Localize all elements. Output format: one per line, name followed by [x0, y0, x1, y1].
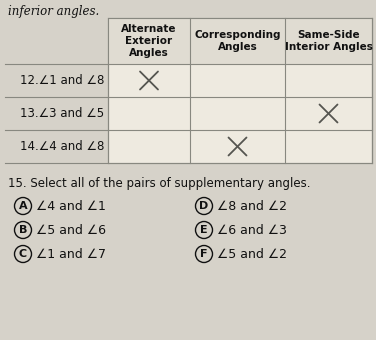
Text: 14.∠4 and ∠8: 14.∠4 and ∠8 — [20, 140, 104, 153]
Bar — [108, 18, 372, 163]
Text: inferior angles.: inferior angles. — [8, 5, 99, 18]
Text: B: B — [19, 225, 27, 235]
Text: 13.∠3 and ∠5: 13.∠3 and ∠5 — [20, 107, 104, 120]
Text: E: E — [200, 225, 208, 235]
Bar — [108, 18, 372, 64]
Text: Alternate
Exterior
Angles: Alternate Exterior Angles — [121, 23, 177, 58]
Text: ∠6 and ∠3: ∠6 and ∠3 — [217, 223, 287, 237]
Text: D: D — [199, 201, 209, 211]
Text: ∠5 and ∠6: ∠5 and ∠6 — [36, 223, 106, 237]
Text: ∠5 and ∠2: ∠5 and ∠2 — [217, 248, 287, 260]
Text: C: C — [19, 249, 27, 259]
Text: 12.∠1 and ∠8: 12.∠1 and ∠8 — [20, 74, 104, 87]
Text: A: A — [19, 201, 27, 211]
Text: Same-Side
Interior Angles: Same-Side Interior Angles — [285, 30, 373, 52]
Text: 15. Select all of the pairs of supplementary angles.: 15. Select all of the pairs of supplemen… — [8, 177, 311, 190]
Text: ∠1 and ∠7: ∠1 and ∠7 — [36, 248, 106, 260]
Text: ∠8 and ∠2: ∠8 and ∠2 — [217, 200, 287, 212]
Text: ∠4 and ∠1: ∠4 and ∠1 — [36, 200, 106, 212]
Text: Corresponding
Angles: Corresponding Angles — [194, 30, 281, 52]
Text: F: F — [200, 249, 208, 259]
